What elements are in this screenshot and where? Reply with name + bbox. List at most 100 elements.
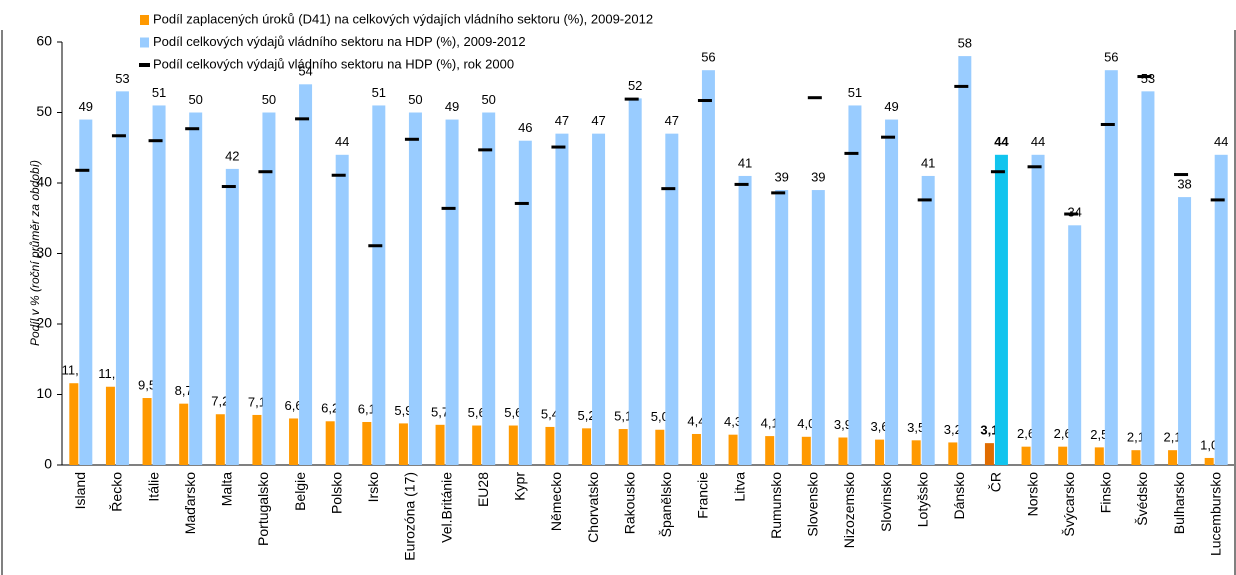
bar: [948, 442, 958, 465]
marker-2000: [661, 187, 676, 191]
bar: [508, 425, 518, 465]
value-label: 7,1: [248, 394, 266, 409]
marker-2000: [368, 244, 383, 248]
marker-2000: [697, 99, 712, 103]
bar: [518, 140, 532, 465]
x-tick-label: Portugalsko: [255, 472, 271, 546]
bar: [655, 429, 665, 465]
bar: [848, 105, 862, 465]
marker-2000: [1064, 212, 1079, 216]
value-label: 8,7: [175, 383, 193, 398]
marker-2000: [917, 198, 932, 202]
bar: [1068, 225, 1082, 465]
value-label: 42: [225, 148, 239, 163]
x-tick-label: Belgie: [292, 472, 308, 511]
marker-2000: [771, 191, 786, 195]
marker-2000: [734, 182, 749, 186]
marker-2000: [441, 206, 456, 210]
marker-2000: [954, 84, 969, 88]
legend-swatch: [140, 37, 149, 48]
bar: [362, 421, 372, 465]
value-label: 47: [591, 113, 605, 128]
bar: [1178, 197, 1192, 465]
value-label: 7,2: [211, 394, 229, 409]
y-tick-label: 20: [36, 315, 52, 331]
bar: [482, 112, 496, 465]
value-label: 47: [555, 113, 569, 128]
x-tick-label: Maďarsko: [182, 472, 198, 535]
legend-label: Podíl zaplacených úroků (D41) na celkový…: [153, 11, 653, 26]
bar: [325, 421, 335, 465]
x-tick-label: Lotyšsko: [914, 472, 930, 527]
value-label: 39: [811, 169, 825, 184]
legend-swatch: [140, 15, 149, 25]
x-tick-label: Slovensko: [805, 472, 821, 537]
y-tick-label: 40: [36, 174, 52, 190]
value-label: 58: [958, 36, 972, 51]
x-tick-label: Vel.Británie: [438, 472, 454, 543]
value-label: 44: [1031, 134, 1045, 149]
bar: [1214, 154, 1228, 466]
y-tick-label: 30: [36, 244, 52, 260]
value-label: 44: [1214, 134, 1228, 149]
marker-2000: [551, 145, 566, 149]
marker-2000: [881, 135, 896, 139]
bar: [994, 154, 1008, 466]
value-label: 50: [262, 92, 276, 107]
bar: [775, 190, 789, 466]
bar: [921, 175, 935, 465]
x-tick-label: Island: [72, 472, 88, 509]
value-label: 4,0: [797, 416, 815, 431]
bar: [225, 168, 239, 465]
value-label: 3,1: [980, 423, 998, 438]
marker-2000: [807, 96, 822, 100]
x-tick-label: Irsko: [365, 472, 381, 503]
value-label: 4,3: [724, 414, 742, 429]
value-label: 1,0: [1200, 437, 1218, 452]
bar: [445, 119, 459, 466]
bar: [189, 112, 203, 465]
marker-2000: [258, 170, 273, 174]
bar: [335, 154, 349, 466]
bar: [984, 443, 994, 465]
value-label: 2,5: [1090, 427, 1108, 442]
x-tick-label: Slovinsko: [878, 472, 894, 532]
value-label: 34: [1067, 205, 1081, 220]
value-label: 5,9: [394, 403, 412, 418]
value-label: 50: [481, 92, 495, 107]
marker-2000: [1210, 198, 1225, 202]
value-label: 50: [188, 92, 202, 107]
bar: [738, 175, 752, 465]
value-label: 5,2: [578, 408, 596, 423]
bar: [592, 133, 606, 465]
value-label: 38: [1177, 177, 1191, 192]
bar: [701, 70, 715, 465]
value-label: 4,4: [687, 413, 705, 428]
value-label: 52: [628, 78, 642, 93]
bar: [1058, 446, 1068, 465]
bar: [811, 190, 825, 466]
y-tick-label: 50: [36, 103, 52, 119]
value-label: 5,1: [614, 408, 632, 423]
bar: [262, 112, 276, 465]
x-tick-label: ČR: [988, 472, 1004, 492]
value-label: 51: [848, 85, 862, 100]
bar: [958, 56, 972, 465]
marker-2000: [185, 127, 200, 131]
bar: [472, 425, 482, 465]
value-label: 3,9: [834, 417, 852, 432]
value-label: 4,1: [761, 416, 779, 431]
bar: [582, 428, 592, 465]
value-label: 2,1: [1127, 430, 1145, 445]
bar: [801, 436, 811, 465]
bar: [728, 434, 738, 465]
legend-label: Podíl celkových výdajů vládního sektoru …: [153, 56, 514, 71]
value-label: 2,6: [1054, 426, 1072, 441]
x-tick-label: Rumunsko: [768, 472, 784, 539]
x-tick-label: Švýcarsko: [1061, 472, 1077, 537]
value-label: 56: [1104, 50, 1118, 65]
bar: [885, 119, 899, 466]
marker-2000: [514, 201, 529, 205]
marker-2000: [624, 97, 639, 101]
